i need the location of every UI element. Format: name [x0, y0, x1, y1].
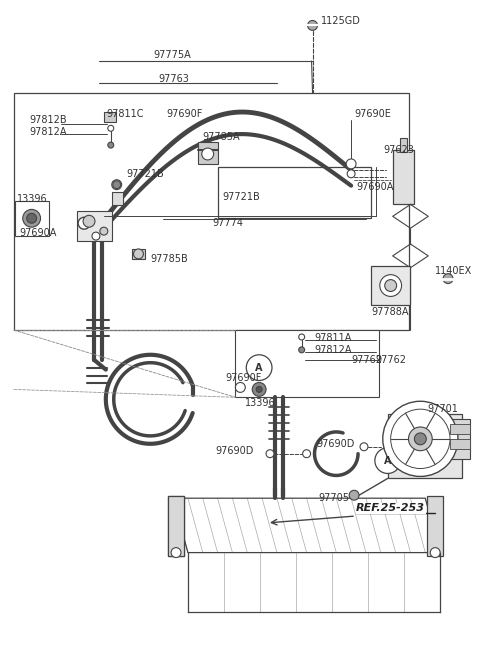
Bar [235, 330, 379, 397]
Bar [77, 211, 112, 241]
Text: 97762: 97762 [376, 354, 407, 364]
Circle shape [430, 547, 440, 557]
Text: 97812A: 97812A [30, 127, 67, 137]
Bar [371, 266, 410, 306]
Text: 97705: 97705 [318, 493, 349, 503]
Circle shape [303, 450, 311, 458]
Text: 97788A: 97788A [371, 308, 408, 318]
Bar [427, 496, 443, 555]
Circle shape [246, 355, 272, 381]
Text: 97762: 97762 [351, 354, 382, 364]
Text: 97690A: 97690A [20, 228, 57, 238]
Bar [450, 419, 470, 459]
Text: 13396: 13396 [245, 398, 276, 408]
Bar [399, 138, 408, 152]
Bar [14, 92, 409, 330]
Text: 97690D: 97690D [216, 446, 254, 456]
Text: 97623: 97623 [384, 145, 415, 155]
Circle shape [443, 273, 453, 283]
Circle shape [235, 383, 245, 393]
Circle shape [133, 249, 144, 259]
Circle shape [299, 347, 305, 353]
Circle shape [100, 227, 108, 235]
Text: REF.25-253: REF.25-253 [356, 503, 425, 513]
Circle shape [360, 443, 368, 451]
Circle shape [112, 180, 121, 190]
Circle shape [308, 21, 317, 30]
Bar [112, 192, 123, 206]
Bar [217, 167, 371, 218]
Text: A: A [255, 362, 263, 373]
Circle shape [171, 547, 181, 557]
Text: 97690F: 97690F [226, 373, 262, 383]
Circle shape [23, 210, 40, 227]
Text: A: A [384, 456, 392, 466]
Text: 13396: 13396 [17, 194, 48, 204]
Circle shape [108, 125, 114, 131]
Text: 97812B: 97812B [30, 115, 67, 125]
Text: 97690E: 97690E [354, 109, 391, 119]
Bar [168, 496, 184, 555]
Text: 97701: 97701 [427, 404, 458, 414]
Bar [393, 150, 414, 204]
Bar [450, 439, 470, 449]
Bar [104, 113, 116, 123]
Text: 97811C: 97811C [107, 109, 144, 119]
Circle shape [299, 334, 305, 340]
Text: 97721B: 97721B [223, 192, 260, 202]
Polygon shape [173, 498, 440, 553]
Circle shape [92, 232, 100, 240]
Circle shape [383, 401, 458, 476]
Circle shape [349, 490, 359, 500]
Circle shape [266, 450, 274, 458]
Circle shape [375, 448, 401, 474]
Circle shape [380, 275, 402, 296]
Circle shape [347, 170, 355, 178]
Bar [198, 142, 217, 164]
Text: 97775A: 97775A [153, 50, 191, 60]
Circle shape [252, 383, 266, 397]
Circle shape [391, 409, 450, 468]
Text: 1125GD: 1125GD [322, 17, 361, 27]
Bar [450, 424, 470, 434]
Circle shape [202, 148, 214, 160]
Text: 97785A: 97785A [203, 132, 240, 142]
Text: 1140EX: 1140EX [435, 266, 472, 276]
Circle shape [108, 142, 114, 148]
Circle shape [385, 279, 396, 291]
Text: 97811A: 97811A [314, 333, 352, 343]
Text: 97785B: 97785B [150, 254, 188, 264]
Circle shape [256, 387, 262, 393]
Circle shape [27, 213, 36, 223]
Circle shape [113, 181, 120, 189]
Bar [132, 249, 145, 259]
Bar [15, 202, 49, 236]
Text: 97774: 97774 [213, 218, 244, 228]
Text: 97763: 97763 [158, 74, 189, 84]
Circle shape [83, 215, 95, 227]
Text: 97690F: 97690F [166, 109, 203, 119]
Circle shape [408, 427, 432, 451]
Circle shape [346, 159, 356, 169]
Circle shape [414, 433, 426, 445]
Text: 97812A: 97812A [314, 345, 352, 355]
Text: 97690D: 97690D [316, 439, 355, 449]
Text: 97690A: 97690A [356, 182, 394, 192]
Bar [168, 496, 184, 555]
Circle shape [78, 217, 90, 229]
Bar [388, 414, 462, 478]
Text: 97721B: 97721B [127, 169, 164, 179]
